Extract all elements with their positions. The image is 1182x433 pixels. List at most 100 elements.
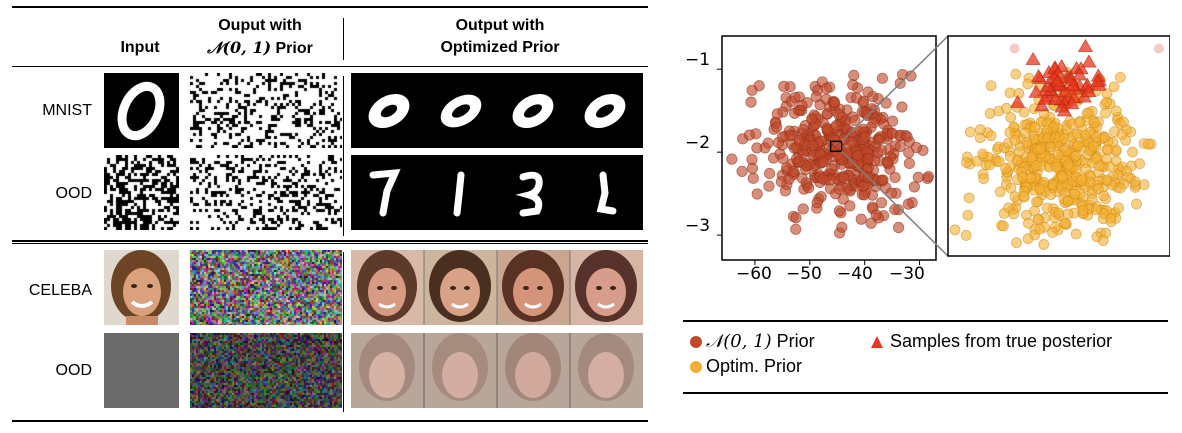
prior-point <box>736 165 748 178</box>
prior-point <box>830 120 842 132</box>
ytick-3: −3 <box>685 216 711 236</box>
optim-prior-point <box>1056 170 1068 182</box>
prior-point <box>789 91 801 104</box>
prior-point <box>902 198 914 210</box>
prior-point <box>894 140 906 153</box>
optim-prior-point <box>984 108 996 119</box>
optim-prior-point <box>1025 172 1037 184</box>
prior-point <box>791 153 803 165</box>
prior-point <box>886 127 898 139</box>
optim-prior-point <box>1026 151 1038 163</box>
mid-rule <box>12 240 648 242</box>
prior-point <box>796 99 808 112</box>
prior-point <box>855 213 867 225</box>
optim-prior-point <box>1100 107 1111 119</box>
prior-point <box>896 101 908 113</box>
xtick-1: −60 <box>736 264 772 284</box>
legend-posterior-label: Samples from true posterior <box>890 331 1113 351</box>
posterior-sample-point <box>1056 103 1073 117</box>
legend-prior-word: Prior <box>776 331 815 351</box>
prior-point <box>810 91 822 103</box>
prior-point <box>762 137 774 149</box>
prior-point <box>870 209 882 221</box>
optim-prior-point <box>978 173 990 185</box>
prior-point <box>846 157 858 169</box>
optim-prior-point <box>1047 227 1058 238</box>
prior-point <box>763 167 776 180</box>
optim-prior-point <box>1023 217 1034 229</box>
optim-prior-point <box>1018 106 1030 118</box>
posterior-sample-point <box>1077 38 1094 53</box>
prior-point <box>903 147 915 159</box>
prior-point <box>892 221 905 234</box>
optim-prior-point <box>1101 174 1113 186</box>
optim-prior-point <box>1074 117 1085 129</box>
optim-prior-point <box>1070 228 1082 240</box>
optim-prior-point <box>1081 108 1093 119</box>
prior-point <box>867 90 879 103</box>
prior-point <box>821 108 834 120</box>
posterior-sample-point <box>1064 95 1080 110</box>
optim-prior-point <box>998 220 1009 232</box>
optim-prior-point <box>1053 207 1064 219</box>
prior-point <box>726 153 738 165</box>
optim-prior-point <box>1000 163 1012 174</box>
prior-point <box>852 149 864 161</box>
optim-prior-point <box>1092 183 1104 195</box>
mnist-divider <box>343 76 344 236</box>
posterior-sample-point <box>1028 84 1044 98</box>
prior-point <box>885 187 898 199</box>
celeba-std-prior-output <box>190 250 342 325</box>
prior-point <box>777 152 789 165</box>
prior-point <box>875 197 888 209</box>
posterior-sample-point <box>1030 68 1047 83</box>
ood-noise-input-image <box>104 155 179 230</box>
xtick-3: −40 <box>837 264 873 284</box>
optim-prior-point <box>1021 137 1032 149</box>
optim-prior-point <box>1062 208 1074 220</box>
optim-prior-point <box>1089 117 1101 129</box>
prior-point <box>747 172 759 184</box>
optim-prior-point <box>985 80 997 92</box>
prior-point <box>806 113 818 125</box>
prior-point <box>797 203 809 215</box>
prior-point <box>743 129 756 141</box>
faint-point <box>1153 43 1164 54</box>
optim-prior-point <box>1127 146 1138 158</box>
prior-point <box>859 131 871 143</box>
optim-prior-point <box>1034 183 1046 195</box>
optim-prior-point <box>985 130 997 142</box>
optim-prior-point <box>1069 188 1081 200</box>
posterior-sample-point <box>1025 51 1041 66</box>
prior-point <box>862 152 874 164</box>
optim-prior-point <box>1090 153 1101 165</box>
prior-point <box>861 108 873 120</box>
prior-point <box>857 180 869 192</box>
ood-gray-std-prior-output <box>190 333 342 408</box>
legend-bottom-rule <box>683 392 1168 394</box>
optim-prior-point <box>1004 150 1016 162</box>
prior-point <box>793 134 805 147</box>
prior-point <box>922 170 935 183</box>
prior-point <box>903 157 915 169</box>
optim-prior-point <box>1116 129 1128 140</box>
ytick-2: −2 <box>685 133 711 153</box>
prior-point <box>849 114 861 127</box>
optim-prior-point <box>1051 161 1063 173</box>
optim-prior-point <box>963 192 975 204</box>
celeba-opt-prior-outputs <box>351 250 643 325</box>
prior-point <box>751 142 763 154</box>
prior-point <box>790 223 802 235</box>
optim-prior-point <box>1011 237 1022 249</box>
prior-point <box>847 79 859 91</box>
ood-opt-prior-outputs <box>351 155 643 230</box>
prior-point <box>872 146 884 159</box>
celeba-input-image <box>104 250 179 325</box>
optim-prior-point <box>971 155 983 167</box>
header-input: Input <box>120 39 160 56</box>
optim-prior-point <box>1134 158 1146 170</box>
optim-prior-point <box>1099 132 1111 143</box>
prior-point <box>818 156 830 168</box>
prior-point <box>778 80 790 92</box>
posterior-sample-point <box>1081 83 1097 98</box>
